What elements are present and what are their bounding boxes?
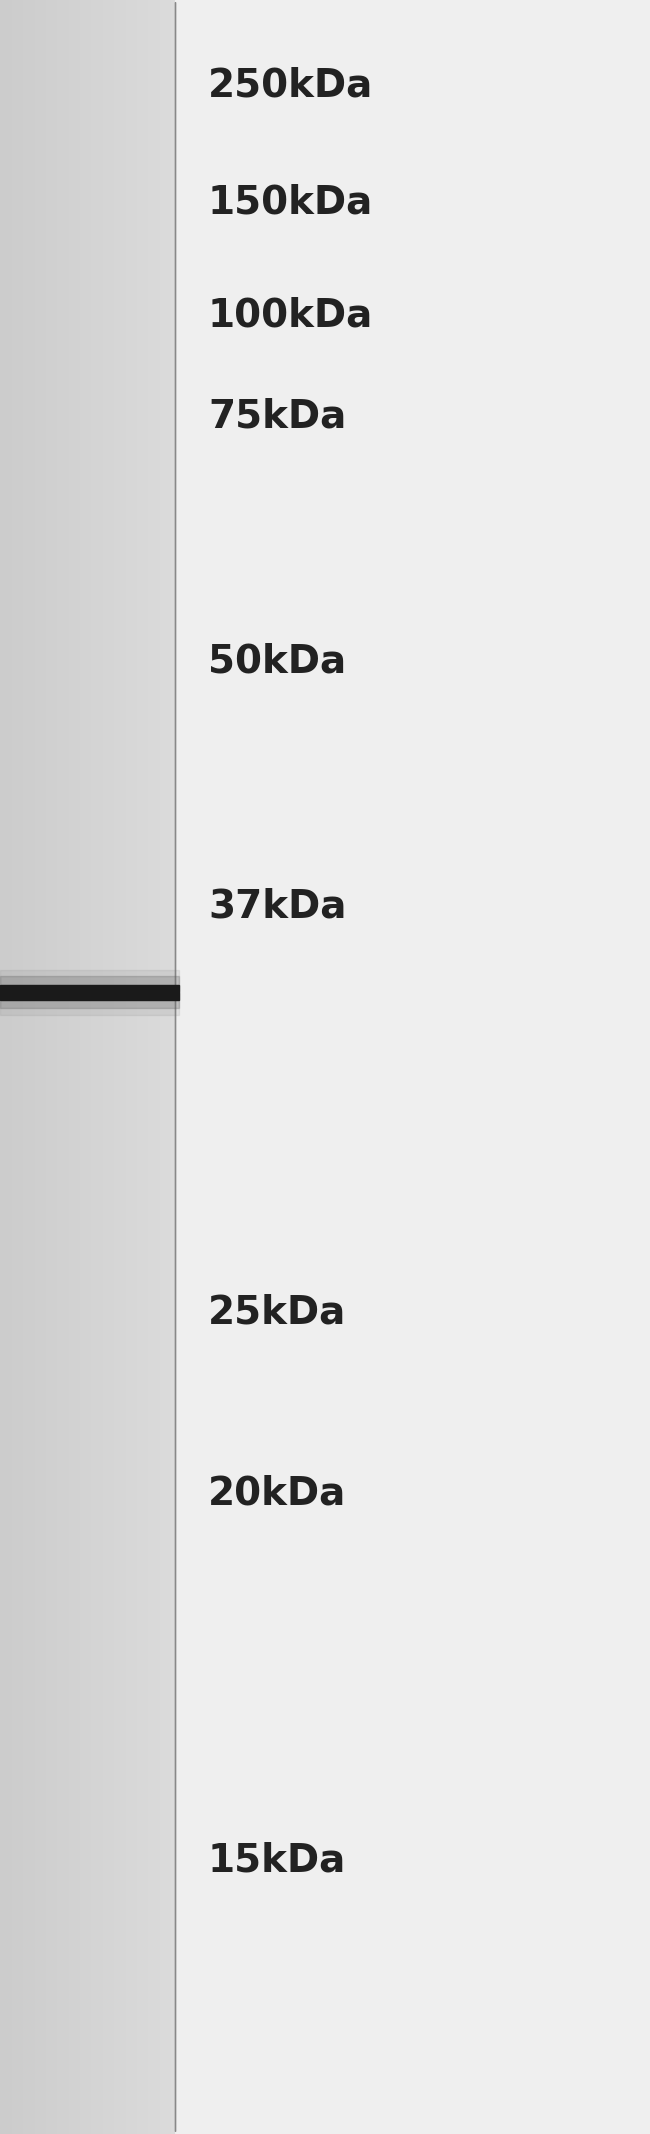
Text: 25kDa: 25kDa [208,1293,346,1332]
Text: 37kDa: 37kDa [208,888,346,926]
Text: 20kDa: 20kDa [208,1475,346,1513]
Text: 250kDa: 250kDa [208,66,373,105]
Bar [0,984,179,999]
Text: 150kDa: 150kDa [208,184,373,222]
Text: 15kDa: 15kDa [208,1842,346,1880]
Text: 100kDa: 100kDa [208,297,373,335]
Bar [0,975,179,990]
Bar [0,999,179,1016]
Text: 75kDa: 75kDa [208,397,346,435]
Text: 50kDa: 50kDa [208,642,346,681]
Bar [0,969,179,986]
Bar [0,992,179,1009]
